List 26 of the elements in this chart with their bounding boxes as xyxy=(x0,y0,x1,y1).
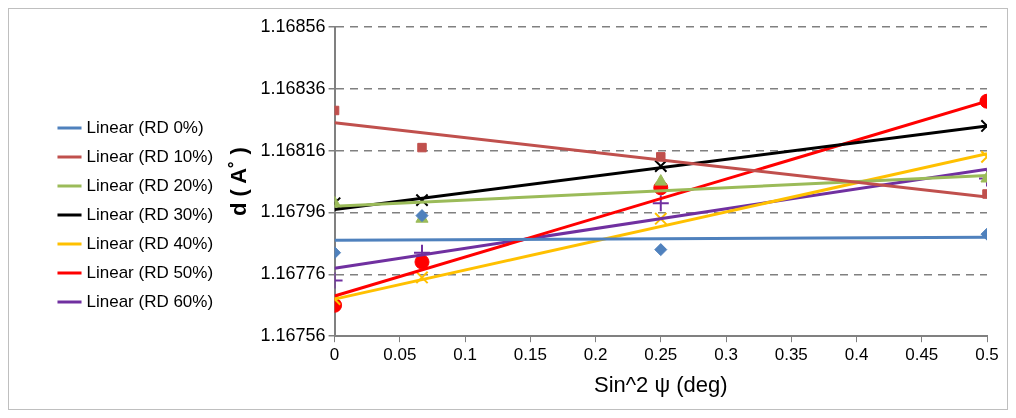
x-tick-label: 0.1 xyxy=(453,345,477,365)
x-tick-label: 0.2 xyxy=(583,345,608,365)
legend-label: Linear (RD 20%) xyxy=(86,175,214,195)
y-axis-title: d ( A˚ ) xyxy=(226,147,252,217)
x-tick-label: 0.45 xyxy=(905,345,939,365)
y-tick-label: 1.16756 xyxy=(260,325,326,346)
x-axis-title: Sin^2 ψ (deg) xyxy=(593,371,728,397)
x-tick-label: 0 xyxy=(329,345,340,365)
y-tick-label: 1.16776 xyxy=(260,263,326,284)
y-tick-label: 1.16836 xyxy=(260,77,326,98)
x-tick-label: 0.5 xyxy=(975,345,999,365)
legend-label: Linear (RD 0%) xyxy=(86,117,204,137)
legend-label: Linear (RD 60%) xyxy=(86,291,214,311)
x-tick-label: 0.4 xyxy=(844,345,869,365)
x-tick-label: 0.05 xyxy=(383,345,417,365)
y-tick-label: 1.16856 xyxy=(260,15,326,36)
x-tick-label: 0.15 xyxy=(513,345,547,365)
x-tick-label: 0.3 xyxy=(714,345,738,365)
y-tick-label: 1.16816 xyxy=(260,139,326,160)
legend-label: Linear (RD 40%) xyxy=(86,233,214,253)
legend-label: Linear (RD 50%) xyxy=(86,262,214,282)
y-tick-label: 1.16796 xyxy=(260,201,326,222)
legend-label: Linear (RD 30%) xyxy=(86,204,214,224)
legend-label: Linear (RD 10%) xyxy=(86,146,214,166)
x-tick-label: 0.35 xyxy=(774,345,808,365)
x-tick-label: 0.25 xyxy=(644,345,678,365)
